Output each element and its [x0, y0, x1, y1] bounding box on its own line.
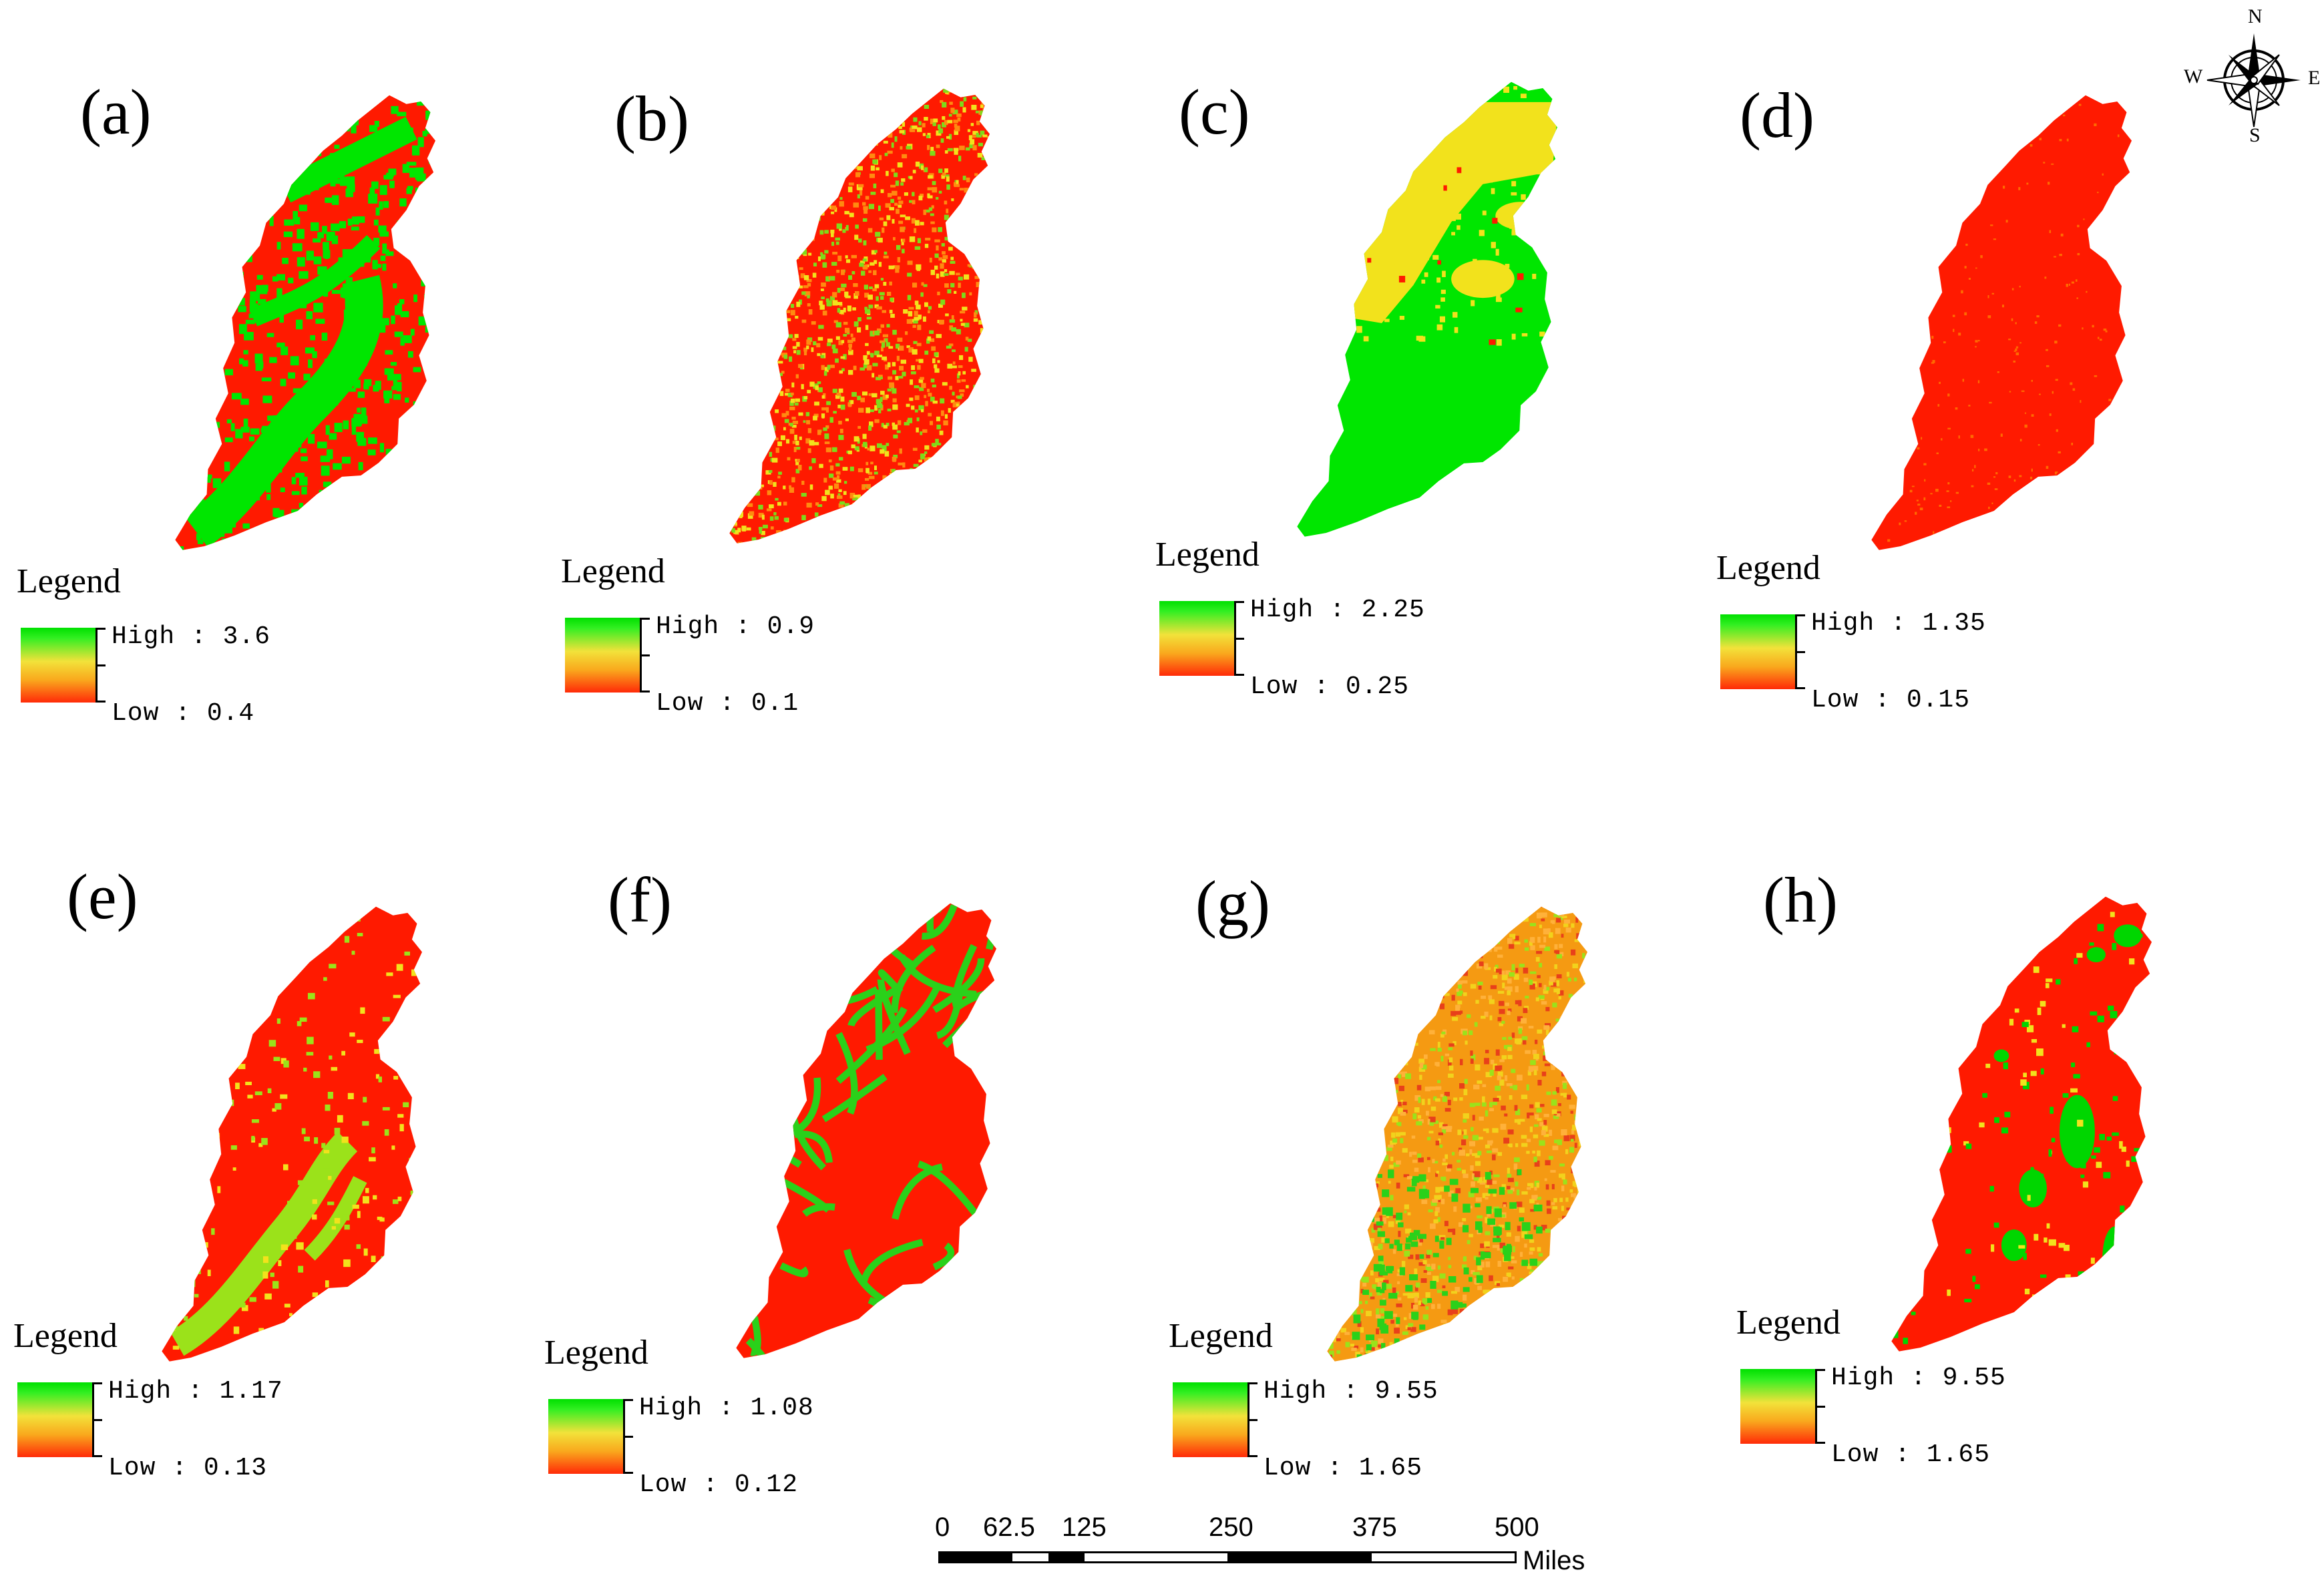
legend-ticks [1795, 614, 1806, 689]
map-base-fill [1871, 95, 2132, 550]
legend-ticks [92, 1382, 104, 1457]
map-base-fill [729, 88, 990, 544]
legend-low-value: Low : 0.1 [656, 689, 799, 718]
legend-color-ramp [1740, 1369, 1815, 1444]
map-panel-d: (d) Legend High : 1.35 Low : 0.15 [1716, 27, 2277, 761]
legend-color-ramp [1159, 601, 1234, 676]
panel-label: (h) [1763, 864, 1838, 936]
legend-title: Legend [1736, 1304, 1841, 1342]
map-panel-b: (b) Legend High : 0.9 Low : 0.1 [561, 27, 1122, 761]
legend-low-value: Low : 0.13 [108, 1454, 268, 1483]
legend-ticks [1247, 1382, 1259, 1457]
legend-high-value: High : 1.17 [108, 1377, 283, 1406]
legend-color-ramp [565, 618, 640, 693]
compass-west: W [2184, 65, 2203, 87]
map-panel-f: (f) Legend High : 1.08 Low : 0.12 [544, 771, 1105, 1506]
compass-east: E [2308, 67, 2321, 89]
compass-rose-icon [2206, 33, 2301, 128]
legend-title: Legend [13, 1317, 118, 1355]
legend-ticks [640, 618, 651, 693]
legend-color-ramp [17, 1382, 92, 1457]
legend-color-ramp [548, 1399, 623, 1474]
legend-low-value: Low : 0.12 [639, 1470, 799, 1499]
legend-low-value: Low : 1.65 [1831, 1440, 1991, 1469]
legend-title: Legend [1155, 536, 1260, 574]
panel-label: (c) [1179, 76, 1250, 148]
raster-map [1871, 95, 2132, 550]
legend-ticks [1234, 601, 1245, 676]
panel-label: (e) [67, 861, 138, 932]
map-panel-e: (e) Legend High : 1.17 Low : 0.13 [13, 771, 574, 1506]
legend-low-value: Low : 0.4 [112, 699, 255, 728]
raster-map [1297, 81, 1558, 537]
scale-label-0: 0 [935, 1513, 950, 1542]
map-base-fill [1327, 906, 1588, 1362]
legend-color-ramp [1173, 1382, 1247, 1457]
scale-bar: 0 62.5 125 250 375 500 Miles [935, 1506, 1603, 1575]
legend-high-value: High : 9.55 [1831, 1364, 2006, 1392]
raster-map [1891, 896, 2152, 1352]
map-panel-h: (h) Legend High : 9.55 Low : 1.65 [1736, 771, 2297, 1506]
legend-ticks [95, 628, 107, 703]
scale-label-62-5: 62.5 [983, 1513, 1035, 1542]
legend-low-value: Low : 1.65 [1264, 1454, 1423, 1483]
legend-high-value: High : 3.6 [112, 622, 271, 651]
legend-title: Legend [1169, 1317, 1273, 1355]
scale-label-500: 500 [1495, 1513, 1539, 1542]
raster-map [162, 906, 423, 1362]
raster-map [175, 95, 436, 550]
map-base-fill [162, 906, 423, 1362]
map-panel-g: (g) Legend High : 9.55 Low : 1.65 [1169, 771, 1730, 1506]
legend-color-ramp [21, 628, 95, 703]
legend-title: Legend [17, 562, 121, 600]
legend-high-value: High : 0.9 [656, 612, 815, 641]
panel-label: (f) [608, 864, 672, 936]
legend-title: Legend [1716, 549, 1820, 587]
legend-high-value: High : 2.25 [1250, 596, 1425, 624]
raster-map [729, 88, 990, 544]
scale-label-250: 250 [1209, 1513, 1253, 1542]
legend-high-value: High : 1.08 [639, 1394, 814, 1422]
compass-north: N [2248, 5, 2263, 27]
panel-label: (g) [1195, 867, 1270, 939]
raster-map [1327, 906, 1588, 1362]
panel-label: (d) [1740, 79, 1814, 151]
map-panel-c: (c) Legend High : 2.25 Low : 0.25 [1155, 27, 1716, 761]
legend-title: Legend [544, 1334, 648, 1372]
compass-south: S [2249, 124, 2261, 146]
scale-track [938, 1551, 1517, 1563]
legend-low-value: Low : 0.25 [1250, 672, 1410, 701]
panel-label: (a) [80, 76, 152, 148]
legend-high-value: High : 1.35 [1811, 609, 1986, 638]
legend-high-value: High : 9.55 [1264, 1377, 1438, 1406]
scale-label-125: 125 [1062, 1513, 1107, 1542]
panel-label: (b) [614, 83, 689, 154]
map-base-fill [175, 95, 436, 550]
scale-unit: Miles [1523, 1546, 1585, 1575]
north-arrow: N S W E [2184, 7, 2324, 147]
legend-ticks [623, 1399, 634, 1474]
raster-map [736, 903, 997, 1358]
map-panel-a: (a) Legend High : 3.6 Low : 0.4 [13, 27, 574, 761]
legend-low-value: Low : 0.15 [1811, 686, 1971, 715]
legend-title: Legend [561, 552, 665, 590]
legend-ticks [1815, 1369, 1826, 1444]
scale-label-375: 375 [1352, 1513, 1397, 1542]
legend-color-ramp [1720, 614, 1795, 689]
